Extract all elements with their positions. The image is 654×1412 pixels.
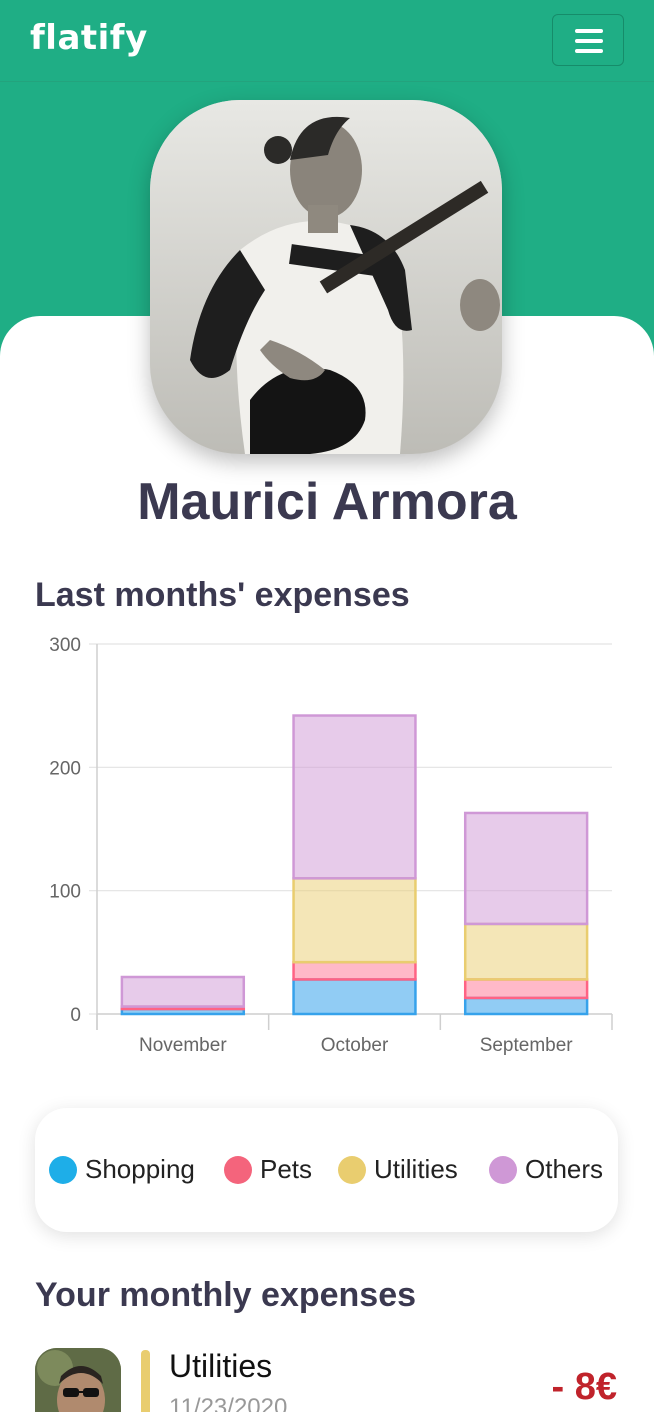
- top-navbar: flatify: [0, 0, 654, 82]
- menu-button[interactable]: [552, 14, 624, 66]
- bar-pets-september: [463, 978, 589, 1000]
- legend-item-shopping[interactable]: Shopping: [49, 1154, 195, 1185]
- profile-name: Maurici Armora: [137, 473, 517, 531]
- app-logo[interactable]: flatify: [30, 18, 148, 58]
- bar-others-november: [120, 975, 246, 1008]
- x-tick-label: September: [480, 1035, 574, 1056]
- bar-utilities-october: [292, 877, 417, 964]
- legend-label: Shopping: [85, 1154, 195, 1184]
- y-tick-label: 200: [49, 758, 81, 779]
- expense-category-indicator: [141, 1350, 150, 1412]
- bar-pets-october: [292, 960, 417, 981]
- chart-section-title: Last months' expenses: [35, 576, 410, 614]
- x-tick-label: November: [139, 1035, 227, 1056]
- expense-category: Utilities: [169, 1348, 273, 1384]
- legend-item-pets[interactable]: Pets: [224, 1154, 312, 1185]
- expense-item[interactable]: Utilities 11/23/2020 - 8€: [35, 1348, 625, 1412]
- hamburger-menu-icon: [575, 29, 603, 33]
- expense-amount: - 8€: [551, 1366, 617, 1408]
- legend-label: Others: [525, 1154, 604, 1184]
- bar-shopping-september: [463, 996, 589, 1016]
- legend-label: Utilities: [374, 1154, 458, 1184]
- bar-others-october: [292, 714, 417, 880]
- chart-legend: Shopping Pets Utilities Others: [35, 1108, 618, 1232]
- legend-swatch-pets: [224, 1155, 252, 1184]
- bar-others-september: [463, 811, 589, 926]
- expenses-bar-chart: 0 100 200 300 November October September: [49, 635, 613, 1056]
- monthly-expenses-title: Your monthly expenses: [35, 1276, 417, 1314]
- expense-user-avatar: [35, 1348, 121, 1412]
- bar-shopping-october: [292, 978, 417, 1016]
- legend-item-utilities[interactable]: Utilities: [338, 1154, 458, 1185]
- legend-swatch-others: [489, 1155, 517, 1184]
- bar-utilities-september: [463, 922, 589, 981]
- legend-label: Pets: [260, 1154, 313, 1184]
- y-tick-label: 0: [70, 1005, 81, 1026]
- y-tick-label: 100: [49, 882, 81, 903]
- chart-labels: 0 100 200 300 November October September: [49, 635, 573, 1056]
- profile-avatar: [150, 100, 502, 454]
- legend-swatch-utilities: [338, 1155, 366, 1184]
- x-tick-label: October: [321, 1035, 389, 1056]
- y-tick-label: 300: [49, 635, 81, 656]
- expense-date: 11/23/2020: [169, 1394, 288, 1412]
- chart-bars: [120, 714, 589, 1016]
- legend-item-others[interactable]: Others: [489, 1154, 603, 1185]
- legend-swatch-shopping: [49, 1155, 77, 1184]
